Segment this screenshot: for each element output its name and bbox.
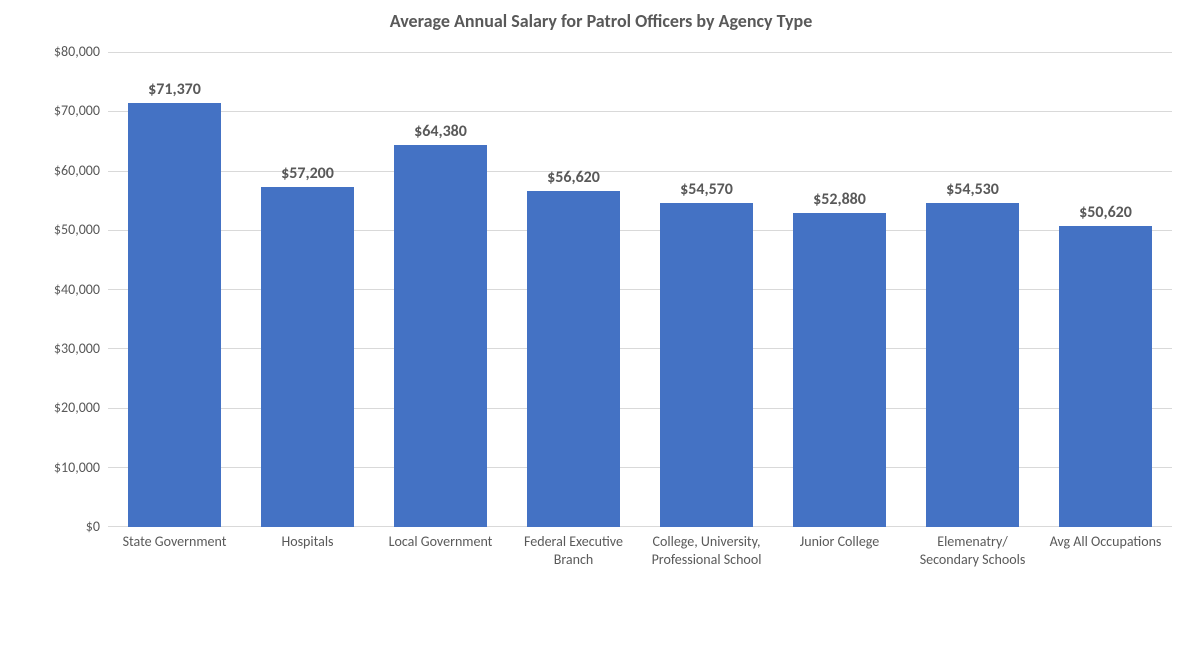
bar [527, 191, 620, 527]
bar-slot: $56,620 [507, 52, 640, 527]
x-axis: State GovernmentHospitalsLocal Governmen… [30, 533, 1172, 568]
bar-value-label: $54,530 [946, 180, 999, 199]
bar-slot: $50,620 [1039, 52, 1172, 527]
x-label: Elemenatry/ Secondary Schools [906, 533, 1039, 568]
bar [793, 213, 886, 527]
bar [394, 145, 487, 527]
bar-value-label: $71,370 [148, 80, 201, 99]
bar-slot: $54,530 [906, 52, 1039, 527]
bar-value-label: $64,380 [414, 122, 467, 141]
x-label: State Government [108, 533, 241, 568]
plot-area: $80,000$70,000$60,000$50,000$40,000$30,0… [30, 52, 1172, 527]
bar [128, 103, 221, 527]
bar-slot: $54,570 [640, 52, 773, 527]
bar-value-label: $54,570 [680, 180, 733, 199]
bar [926, 203, 1019, 527]
x-label: Local Government [374, 533, 507, 568]
x-label: Avg All Occupations [1039, 533, 1172, 568]
x-labels: State GovernmentHospitalsLocal Governmen… [108, 533, 1172, 568]
bar-value-label: $57,200 [281, 164, 334, 183]
bar-slot: $64,380 [374, 52, 507, 527]
salary-bar-chart: Average Annual Salary for Patrol Officer… [0, 0, 1192, 657]
bar-value-label: $50,620 [1079, 203, 1132, 222]
bar-slot: $71,370 [108, 52, 241, 527]
y-axis: $80,000$70,000$60,000$50,000$40,000$30,0… [30, 52, 108, 527]
x-label: Junior College [773, 533, 906, 568]
chart-title: Average Annual Salary for Patrol Officer… [30, 10, 1172, 32]
x-label: Federal Executive Branch [507, 533, 640, 568]
bar [1059, 226, 1152, 527]
bar-value-label: $52,880 [813, 190, 866, 209]
x-label: College, University, Professional School [640, 533, 773, 568]
bar [660, 203, 753, 527]
y-axis-spacer [30, 533, 108, 568]
bars: $71,370 $57,200 $64,380 $56,620 $54,570 $52,8… [108, 52, 1172, 527]
bar-slot: $52,880 [773, 52, 906, 527]
bars-wrap: $71,370 $57,200 $64,380 $56,620 $54,570 $52,8… [108, 52, 1172, 527]
bar-slot: $57,200 [241, 52, 374, 527]
bar [261, 187, 354, 527]
bar-value-label: $56,620 [547, 168, 600, 187]
x-label: Hospitals [241, 533, 374, 568]
